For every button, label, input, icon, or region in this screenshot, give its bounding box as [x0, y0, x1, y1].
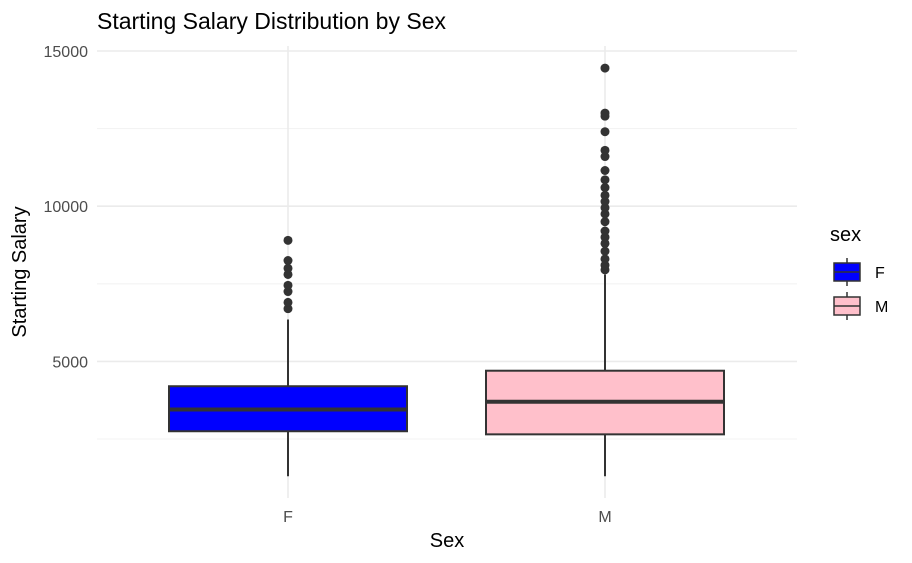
outlier-point — [600, 183, 610, 193]
outlier-point — [600, 217, 610, 227]
outlier-point — [600, 203, 610, 213]
outlier-point — [600, 152, 610, 162]
legend-items: FM — [833, 258, 888, 320]
y-tick-label: 5000 — [52, 354, 88, 371]
outlier-point — [283, 235, 293, 245]
outlier-point — [600, 232, 610, 242]
legend-item-f: F — [833, 258, 885, 286]
y-axis-ticks: 5000 10000 15000 — [44, 44, 89, 371]
outlier-point — [600, 175, 610, 185]
outlier-point — [600, 254, 610, 264]
outlier-point — [283, 304, 293, 314]
legend: sex FM — [830, 224, 888, 320]
outlier-point — [600, 197, 610, 207]
outlier-point — [283, 269, 293, 279]
outlier-point — [600, 226, 610, 236]
outlier-point — [600, 238, 610, 248]
outlier-point — [283, 256, 293, 266]
outlier-point — [283, 263, 293, 273]
legend-label: M — [875, 299, 888, 316]
outlier-point — [283, 297, 293, 307]
outlier-point — [600, 260, 610, 270]
x-tick-label: M — [598, 509, 611, 526]
outlier-point — [600, 209, 610, 219]
outlier-point — [600, 63, 610, 73]
outlier-point — [600, 190, 610, 200]
box-m — [485, 63, 725, 477]
box-f — [168, 235, 408, 477]
outlier-point — [600, 166, 610, 176]
outlier-point — [283, 280, 293, 290]
legend-item-m: M — [833, 292, 888, 320]
chart-title: Starting Salary Distribution by Sex — [97, 8, 446, 34]
grid — [97, 46, 797, 498]
outlier-point — [600, 246, 610, 256]
boxes — [168, 63, 725, 477]
y-tick-label: 15000 — [44, 44, 89, 61]
outlier-point — [600, 108, 610, 118]
legend-label: F — [875, 265, 885, 282]
y-axis-title: Starting Salary — [9, 206, 31, 337]
x-tick-label: F — [283, 509, 293, 526]
outlier-point — [600, 127, 610, 137]
x-axis-title: Sex — [430, 530, 464, 552]
outlier-point — [283, 287, 293, 297]
outlier-point — [600, 145, 610, 155]
y-tick-label: 10000 — [44, 199, 89, 216]
legend-title: sex — [830, 224, 861, 246]
